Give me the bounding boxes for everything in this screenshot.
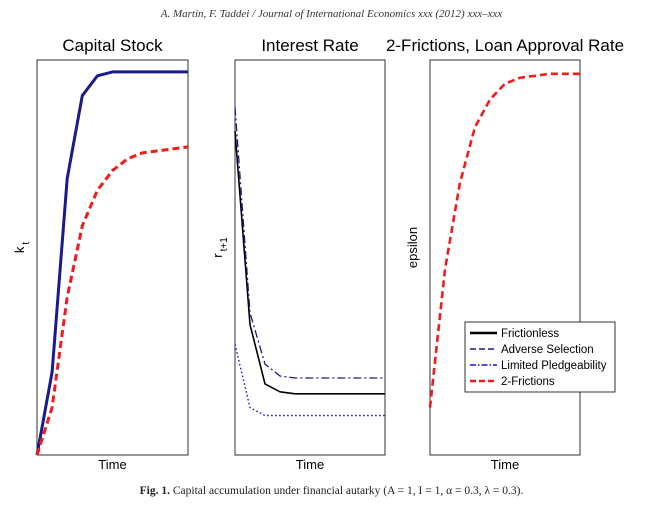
series-line-1-1	[35, 70, 188, 456]
plot-frame-2	[234, 59, 386, 456]
series-line-2-2	[234, 107, 385, 379]
plot-frame-3	[429, 59, 581, 456]
legend-label-4: 2-Frictions	[501, 376, 555, 388]
panel-title-1: Capital Stock	[62, 36, 163, 55]
legend-label-2: Adverse Selection	[501, 344, 594, 356]
x-axis-label-2: Time	[296, 457, 324, 472]
series-line-2-1	[234, 131, 385, 395]
series-line-1-2	[35, 145, 189, 456]
series-line-2-3	[234, 344, 385, 417]
plot-frame-1	[36, 59, 189, 456]
panel-title-2: Interest Rate	[261, 36, 358, 55]
x-axis-label-3: Time	[491, 457, 519, 472]
figure-caption-label: Fig. 1.	[139, 485, 170, 497]
y-axis-label-3: epsilon	[405, 227, 420, 268]
figure-caption: Fig. 1. Capital accumulation under finan…	[0, 485, 663, 497]
legend-label-1: Frictionless	[501, 328, 559, 340]
y-axis-label-2: rt+1	[210, 237, 230, 258]
y-axis-label-1: kt	[12, 242, 32, 254]
legend-label-3: Limited Pledgeability	[501, 360, 607, 372]
panel-title-3: 2-Frictions, Loan Approval Rate	[386, 36, 624, 55]
running-header: A. Martin, F. Taddei / Journal of Intern…	[160, 8, 503, 20]
series-line-3-1	[428, 72, 580, 408]
x-axis-label-1: Time	[98, 457, 126, 472]
figure-caption-text: Capital accumulation under financial aut…	[169, 485, 524, 497]
